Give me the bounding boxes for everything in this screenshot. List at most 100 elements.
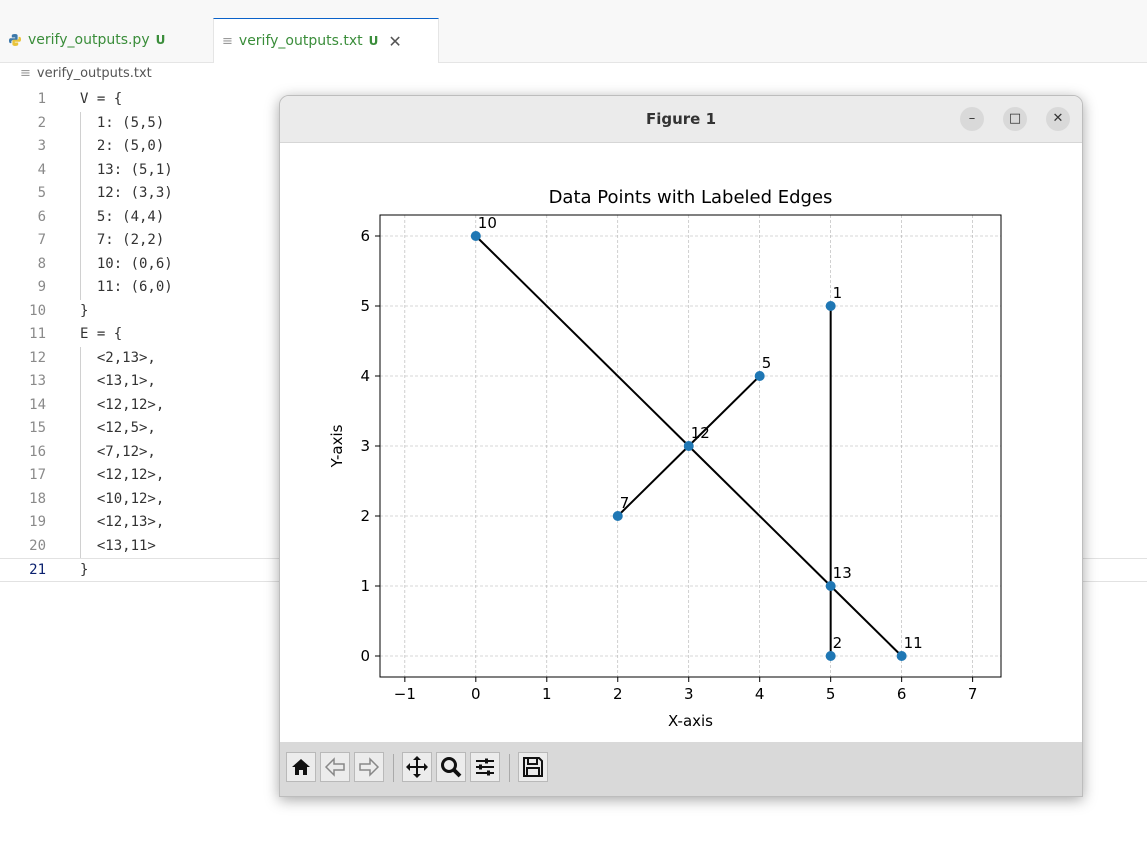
x-axis-label: X-axis [668, 712, 713, 730]
y-tick-label: 6 [360, 227, 370, 245]
code-line[interactable]: 8 10: (0,6) [0, 252, 1147, 276]
indent-guide [80, 205, 81, 229]
point-label: 12 [691, 424, 710, 442]
close-button[interactable]: ✕ [1046, 107, 1070, 131]
forward-button[interactable] [354, 752, 384, 782]
line-number: 20 [29, 537, 46, 554]
code-line[interactable]: 6 5: (4,4) [0, 205, 1147, 229]
code-line[interactable]: 13 <13,1>, [0, 370, 1147, 394]
indent-guide [80, 487, 81, 511]
window-titlebar[interactable]: Figure 1 – □ ✕ [280, 96, 1082, 143]
minimize-button[interactable]: – [960, 107, 984, 131]
indent-guide [80, 393, 81, 417]
line-text: <13,11> [80, 537, 156, 554]
line-number: 5 [37, 185, 46, 201]
data-point [470, 231, 481, 241]
code-line[interactable]: 16 <7,12>, [0, 440, 1147, 464]
tab-verify-outputs-py[interactable]: verify_outputs.py U [0, 18, 213, 62]
line-number: 7 [37, 232, 46, 248]
window-title: Figure 1 [645, 110, 717, 128]
point-label: 11 [904, 634, 923, 652]
indent-guide [80, 511, 81, 535]
save-button[interactable] [518, 752, 548, 782]
data-point [825, 651, 836, 661]
edge-line [617, 445, 690, 517]
line-number: 18 [29, 490, 46, 507]
chart-title: Data Points with Labeled Edges [549, 187, 833, 208]
y-tick-label: 5 [360, 297, 370, 315]
code-line[interactable]: 5 12: (3,3) [0, 182, 1147, 206]
y-tick-label: 3 [360, 437, 370, 455]
line-text: V = { [80, 91, 123, 107]
code-line[interactable]: 17 <12,12>, [0, 464, 1147, 488]
code-line[interactable]: 4 13: (5,1) [0, 158, 1147, 182]
code-line[interactable]: 18 <10,12>, [0, 487, 1147, 511]
code-line[interactable]: 15 <12,5>, [0, 417, 1147, 441]
line-number: 17 [29, 467, 46, 483]
y-tick-label: 4 [360, 367, 370, 385]
line-number: 13 [29, 373, 46, 389]
line-text: 10: (0,6) [80, 255, 173, 272]
indent-guide [80, 370, 81, 394]
code-line[interactable]: 12 <2,13>, [0, 346, 1147, 370]
x-tick-label: 3 [684, 685, 694, 703]
indent-guide [80, 534, 81, 558]
breadcrumb[interactable]: ≡ verify_outputs.txt [20, 66, 152, 81]
line-number: 12 [29, 349, 46, 366]
line-text: 2: (5,0) [80, 138, 165, 154]
tab-verify-outputs-txt[interactable]: ≡ verify_outputs.txt U ✕ [213, 18, 439, 63]
line-number: 14 [29, 396, 46, 413]
x-tick-label: −1 [394, 685, 416, 703]
home-button[interactable] [286, 752, 316, 782]
line-number: 10 [29, 302, 46, 319]
x-tick-label: 4 [755, 685, 765, 703]
edge-line [688, 445, 832, 587]
pan-button[interactable] [402, 752, 432, 782]
indent-guide [80, 417, 81, 441]
x-tick-label: 5 [826, 685, 836, 703]
indent-guide [80, 182, 81, 206]
code-line[interactable]: 20 <13,11> [0, 534, 1147, 558]
line-text: 7: (2,2) [80, 232, 165, 248]
code-line[interactable]: 10} [0, 300, 1147, 324]
code-line[interactable]: 14 <12,12>, [0, 393, 1147, 417]
code-line[interactable]: 1 V = { [0, 88, 1147, 112]
code-line[interactable]: 19 <12,13>, [0, 511, 1147, 535]
line-number: 2 [37, 114, 46, 131]
home-icon [292, 759, 310, 775]
point-label: 10 [478, 214, 497, 232]
edge-line [688, 375, 761, 447]
y-tick-label: 0 [360, 647, 370, 665]
close-tab-icon[interactable]: ✕ [388, 31, 402, 51]
line-number: 21 [29, 562, 46, 578]
line-text: <12,12>, [80, 467, 165, 483]
line-number: 11 [29, 326, 46, 342]
indent-guide [80, 135, 81, 159]
maximize-button[interactable]: □ [1003, 107, 1027, 131]
figure-window[interactable]: Figure 1 – □ ✕ 1 2 13 12 5 7 10 11 −1 0 1 2 3 4 5 6 7 0 1 2… [279, 95, 1083, 797]
code-line[interactable]: 11 E = { [0, 323, 1147, 347]
zoom-button[interactable] [436, 752, 466, 782]
back-icon [324, 757, 345, 777]
data-point [683, 441, 694, 451]
toolbar-separator [393, 754, 394, 782]
line-number: 19 [29, 514, 46, 530]
code-line[interactable]: 7 7: (2,2) [0, 229, 1147, 253]
configure-subplots-button[interactable] [470, 752, 500, 782]
tab-status-untracked: U [155, 33, 166, 47]
line-text: 1: (5,5) [80, 114, 165, 131]
indent-guide [80, 111, 81, 135]
toolbar-separator [509, 754, 510, 782]
line-text: <12,12>, [80, 396, 165, 413]
x-tick-label: 1 [542, 685, 552, 703]
line-text: 11: (6,0) [80, 279, 173, 295]
forward-icon [359, 757, 380, 777]
data-point [825, 301, 836, 311]
code-line[interactable]: 9 11: (6,0) [0, 276, 1147, 300]
indent-guide [80, 229, 81, 253]
back-button[interactable] [320, 752, 350, 782]
code-line[interactable]: 2 1: (5,5) [0, 111, 1147, 135]
code-line[interactable]: 3 2: (5,0) [0, 135, 1147, 159]
line-text: <13,1>, [80, 373, 156, 389]
